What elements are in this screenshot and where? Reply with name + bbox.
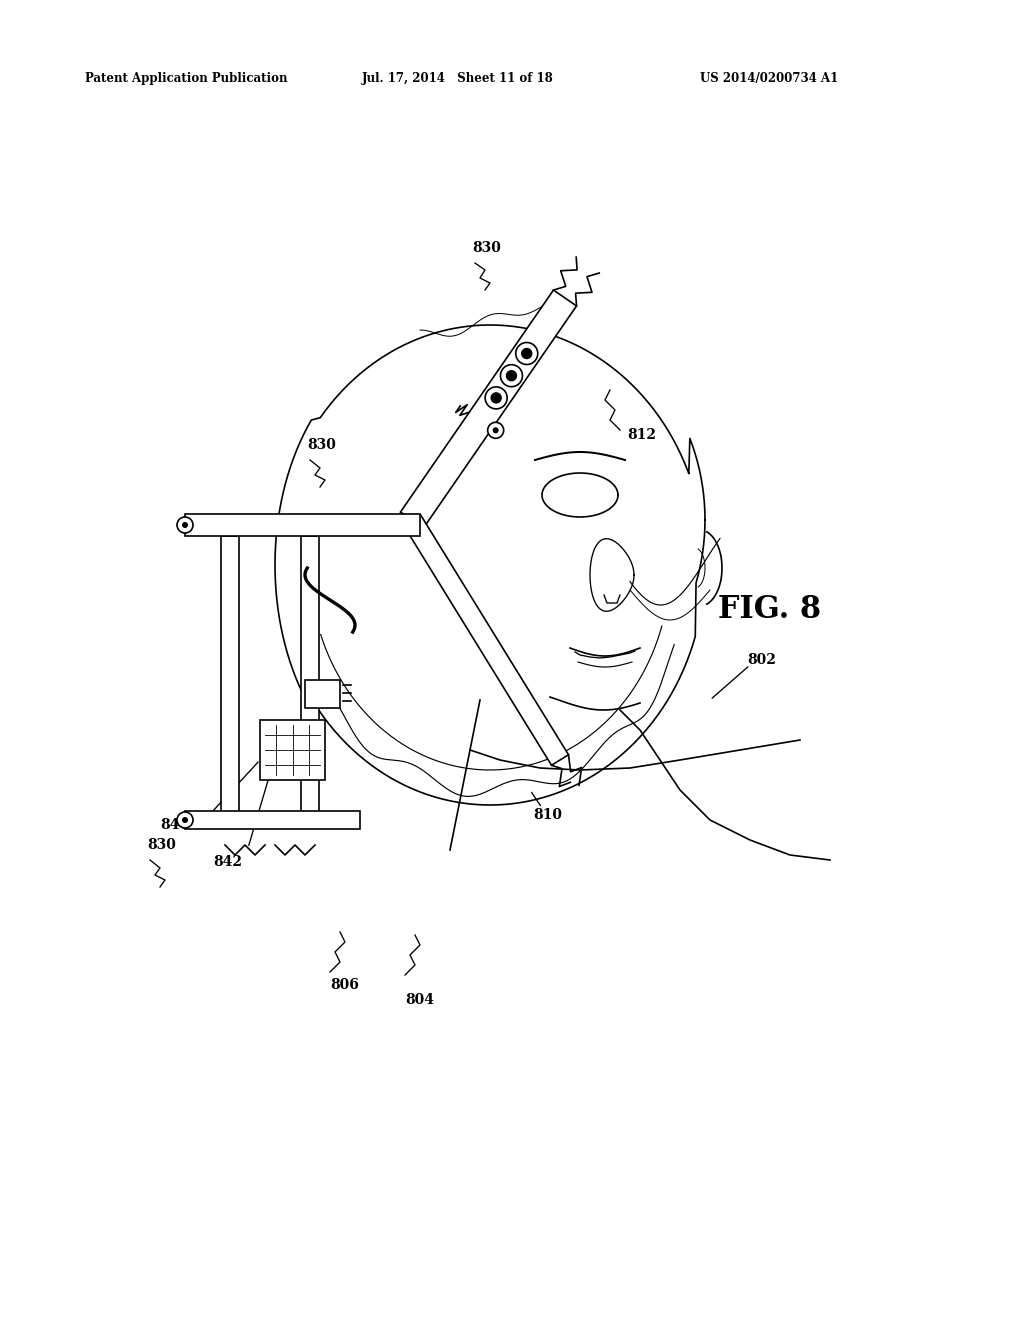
Text: FIG. 8: FIG. 8 [718,594,821,626]
Text: 830: 830 [147,838,176,851]
Text: 842: 842 [213,855,243,869]
Circle shape [493,428,499,433]
Polygon shape [301,536,319,820]
Circle shape [485,387,507,409]
Text: 804: 804 [406,993,434,1007]
Text: 844: 844 [161,818,189,832]
Polygon shape [403,515,568,766]
Circle shape [507,371,516,380]
Text: 830: 830 [307,438,337,451]
Text: 806: 806 [331,978,359,993]
FancyBboxPatch shape [305,680,340,708]
Circle shape [492,393,501,403]
Circle shape [182,521,188,528]
Text: 802: 802 [748,653,776,667]
Text: Patent Application Publication: Patent Application Publication [85,73,288,84]
Text: Jul. 17, 2014   Sheet 11 of 18: Jul. 17, 2014 Sheet 11 of 18 [362,73,554,84]
Text: 810: 810 [534,808,562,822]
Polygon shape [221,536,239,820]
Polygon shape [185,513,420,536]
Circle shape [177,812,193,828]
FancyBboxPatch shape [260,719,325,780]
Circle shape [487,422,504,438]
Circle shape [522,348,531,359]
Polygon shape [400,290,577,528]
Circle shape [501,364,522,387]
Circle shape [177,517,193,533]
Circle shape [516,342,538,364]
Text: 812: 812 [628,428,656,442]
Text: US 2014/0200734 A1: US 2014/0200734 A1 [700,73,839,84]
Polygon shape [185,810,360,829]
Circle shape [182,817,188,822]
Text: 830: 830 [472,242,502,255]
